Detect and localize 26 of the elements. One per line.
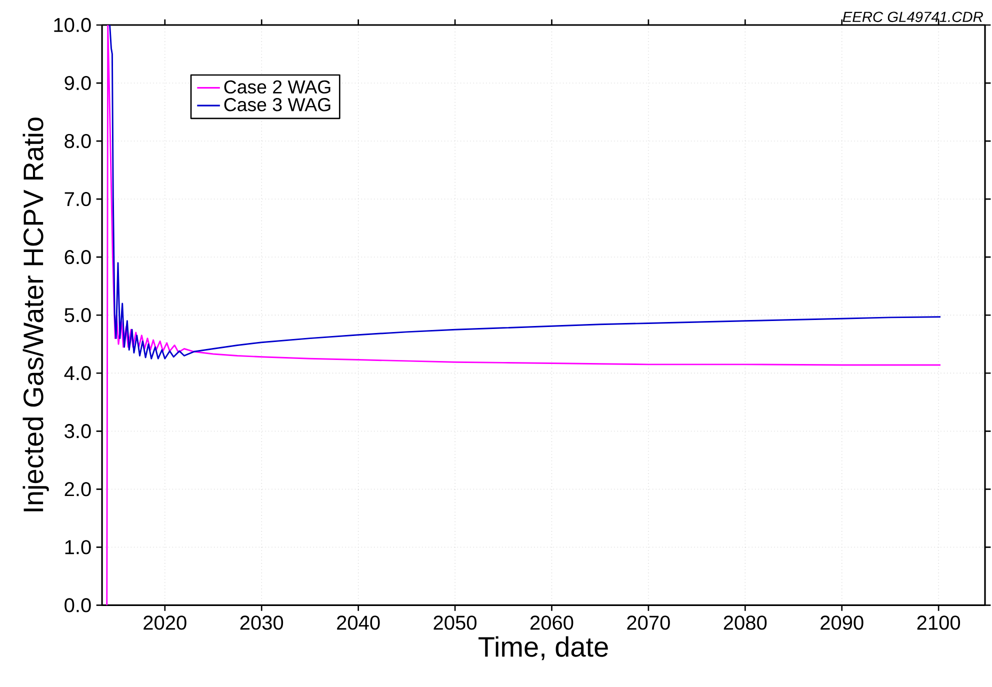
x-tick-label: 2070 — [627, 615, 670, 630]
x-tick-label: 2100 — [917, 615, 960, 630]
x-tick-label: 2090 — [820, 615, 864, 630]
x-tick-label: 2020 — [144, 615, 186, 630]
y-tick-label: 6.0 — [64, 250, 91, 264]
y-tick-label: 5.0 — [64, 308, 91, 322]
y-tick-label: 3.0 — [64, 424, 91, 438]
text: EERC GL49741.CDR — [842, 12, 983, 22]
y-tick-label: 4.0 — [64, 366, 91, 380]
x-tick-label: 2080 — [724, 615, 767, 630]
y-tick-label: 10.0 — [54, 18, 91, 32]
x-tick-label: 2030 — [240, 615, 284, 630]
x-tick-label: 2040 — [337, 615, 380, 630]
x-axis-title: Time, date — [478, 636, 608, 660]
y-tick-label: 1.0 — [65, 540, 91, 554]
line-series — [106, 24, 942, 606]
y-tick-label: 9.0 — [64, 76, 91, 90]
x-tick-label: 2050 — [434, 615, 476, 630]
legend-label: Case 2 WAG — [224, 80, 330, 94]
y-tick-label: 7.0 — [64, 192, 91, 206]
y-tick-label: 8.0 — [64, 134, 91, 148]
legend-label: Case 3 WAG — [224, 98, 330, 112]
x-tick-label: 2060 — [530, 615, 574, 630]
y-axis-title: Injected Gas/Water HCPV Ratio — [22, 117, 49, 512]
y-tick-label: 2.0 — [64, 482, 91, 496]
y-tick-label: 0.0 — [64, 598, 91, 612]
